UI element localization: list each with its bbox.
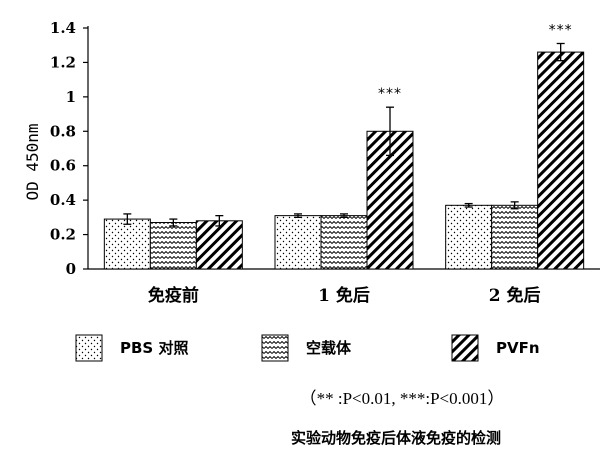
category-label: 免疫前 <box>148 285 199 306</box>
y-tick-label: 0.6 <box>50 157 76 175</box>
legend-swatch <box>451 334 479 362</box>
bar <box>195 220 243 270</box>
legend: PBS 对照 空载体 PVFn <box>75 334 540 362</box>
y-tick-label: 1.4 <box>50 19 76 37</box>
legend-label: PBS 对照 <box>120 339 188 357</box>
chart-title: 实验动物免疫后体液免疫的检测 <box>291 429 501 447</box>
significance-marker: *** <box>378 86 402 102</box>
y-tick-label: 1 <box>66 88 76 106</box>
y-tick-label: 0 <box>66 260 76 278</box>
bar <box>537 51 585 270</box>
y-axis-label: OD 450nm <box>23 123 42 200</box>
legend-label: PVFn <box>496 339 540 357</box>
legend-swatch <box>261 334 289 362</box>
category-label: 2 免后 <box>489 285 541 306</box>
category-labels: 免疫前 1 免后 2 免后 <box>148 285 541 306</box>
y-tick-label: 0.8 <box>50 122 76 140</box>
legend-swatch <box>75 334 103 362</box>
y-tick-label: 0.4 <box>50 191 76 209</box>
legend-label: 空载体 <box>306 339 352 357</box>
category-label: 1 免后 <box>318 285 370 306</box>
significance-marker: *** <box>549 22 573 38</box>
y-tick-label: 1.2 <box>50 53 76 71</box>
bar <box>103 218 151 270</box>
y-axis: 0 0.2 0.4 0.6 0.8 1 1.2 1.4 <box>50 19 600 278</box>
bar <box>274 215 322 270</box>
y-tick-label: 0.2 <box>50 226 76 244</box>
bar <box>320 215 368 270</box>
bar <box>491 204 539 270</box>
bar <box>149 222 197 270</box>
bar <box>445 204 493 270</box>
significance-note: （** :P<0.01, ***:P<0.001） <box>300 389 505 408</box>
bars: *** *** <box>103 22 585 270</box>
